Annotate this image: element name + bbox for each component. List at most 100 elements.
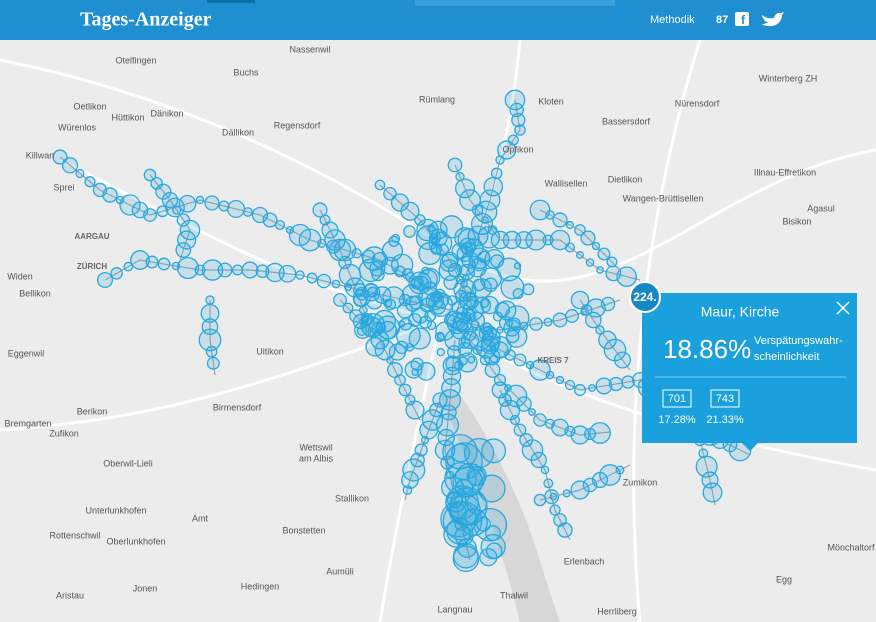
route [539, 464, 631, 501]
stop [179, 219, 201, 241]
stop [552, 312, 568, 328]
search-box[interactable] [415, 0, 615, 6]
stop [495, 155, 505, 165]
stop [419, 267, 441, 289]
stop [444, 462, 477, 495]
route [699, 439, 716, 506]
stop [408, 327, 431, 350]
place-label: Unterlunkhofen [85, 505, 146, 515]
place-label: Dällikon [222, 127, 254, 137]
place-label: Herrliberg [597, 606, 637, 616]
stop [446, 295, 458, 306]
place-label: am Albis [299, 453, 334, 463]
place-label: Oberwil-Lieli [103, 458, 153, 468]
popup: 224. Maur, Kirche 18.86% Verspätungswahr… [629, 281, 857, 451]
stop [426, 320, 437, 331]
stop [477, 225, 501, 249]
stop [529, 317, 543, 331]
stop [243, 207, 253, 217]
place-label: Zumikon [623, 477, 658, 487]
place-label: Erlenbach [564, 556, 605, 566]
stop [481, 328, 501, 348]
stop [274, 219, 286, 231]
place-label: Uitikon [256, 346, 284, 356]
stop [513, 262, 522, 270]
stop [467, 355, 476, 364]
stop [436, 347, 446, 357]
stop [365, 336, 386, 357]
popup-title: Maur, Kirche [701, 304, 780, 320]
place-label: Nassenwil [289, 44, 330, 54]
stop [468, 311, 486, 329]
popup-box [642, 293, 857, 443]
place-label: Langnau [437, 604, 472, 614]
facebook-icon[interactable]: f [735, 12, 749, 27]
stop [564, 379, 576, 391]
stop [508, 317, 521, 330]
stop [421, 409, 444, 431]
stop [342, 302, 354, 314]
stop [295, 270, 305, 280]
route [59, 156, 451, 301]
stop [398, 383, 412, 397]
stop [217, 262, 233, 278]
stop [440, 500, 477, 538]
place-label: Oberlunkhofen [106, 536, 165, 546]
stop [529, 359, 551, 381]
stop [545, 370, 555, 380]
nav-link[interactable]: Methodik [650, 14, 695, 26]
stop [496, 326, 504, 334]
stop [354, 286, 369, 301]
stop [278, 264, 297, 283]
stop [701, 471, 719, 489]
stop [489, 354, 499, 364]
stop [595, 377, 613, 395]
place-label: Kloten [538, 96, 564, 106]
stop [615, 465, 625, 475]
stop [231, 264, 244, 276]
header-bar [0, 0, 876, 40]
stop [580, 230, 596, 246]
stat-box [662, 389, 692, 408]
stop [455, 178, 475, 199]
place-label: Bisikon [782, 216, 811, 226]
stop [621, 375, 635, 389]
stop [178, 194, 197, 213]
logo[interactable]: Tages-Anzeiger [80, 9, 212, 31]
place-label: Aristau [56, 590, 84, 600]
stop [497, 140, 517, 160]
stop [404, 394, 416, 406]
close-button[interactable] [836, 301, 850, 315]
place-label: ZÜRICH [77, 262, 107, 271]
stop [434, 331, 445, 343]
stop [606, 256, 618, 268]
stop [172, 205, 182, 215]
place-label: Aumüli [326, 566, 354, 576]
stop [400, 201, 420, 221]
stop [201, 259, 224, 281]
stop [198, 328, 222, 352]
stop [458, 291, 478, 311]
stop [394, 374, 406, 386]
stop [616, 266, 637, 287]
stop [570, 290, 590, 310]
twitter-icon[interactable] [762, 12, 784, 27]
stop [608, 376, 624, 392]
stop [419, 420, 439, 440]
stop [574, 224, 586, 236]
place-label: Bonstetten [282, 525, 325, 535]
stop [552, 212, 568, 228]
stop [702, 482, 723, 503]
stop [591, 241, 601, 251]
place-label: Thalwil [500, 590, 528, 600]
stop [514, 124, 526, 136]
stop [463, 437, 495, 469]
stat-percent: 21.33% [706, 414, 744, 426]
stop [504, 305, 530, 331]
stat-percent: 17.28% [658, 414, 696, 426]
rank-badge [629, 281, 661, 313]
route [209, 300, 216, 376]
stop [505, 326, 528, 348]
stop [565, 309, 579, 323]
stat-value: 743 [716, 393, 734, 405]
